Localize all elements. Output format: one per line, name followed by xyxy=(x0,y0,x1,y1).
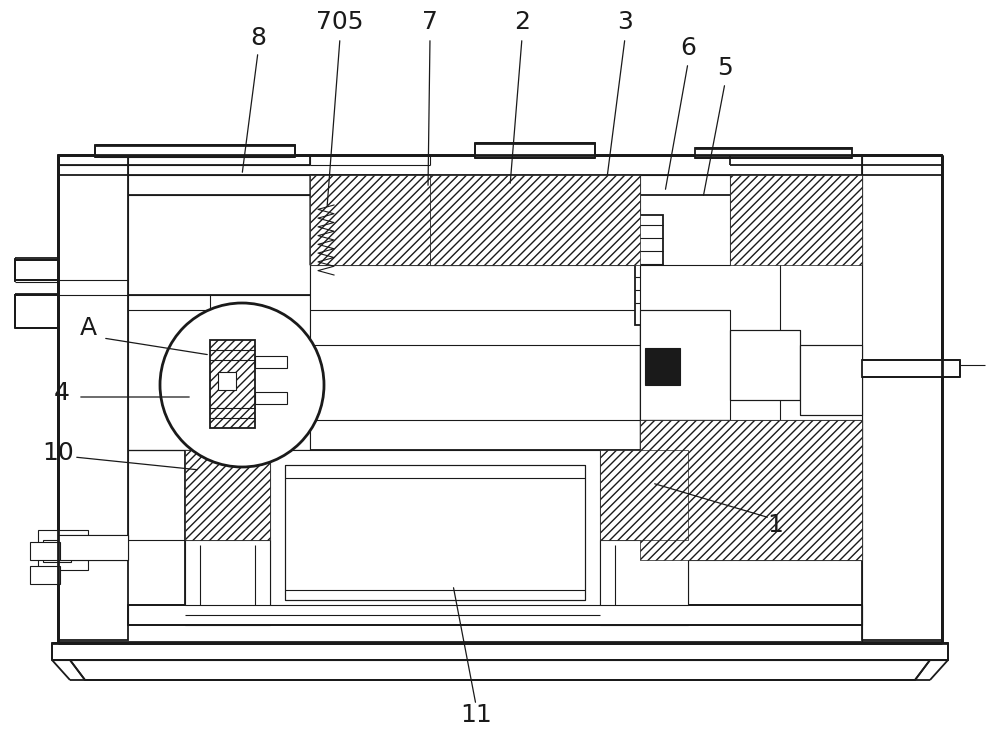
Text: 8: 8 xyxy=(250,26,266,50)
Polygon shape xyxy=(185,450,270,540)
Polygon shape xyxy=(310,175,430,265)
Bar xyxy=(185,450,270,625)
Polygon shape xyxy=(730,330,800,400)
Polygon shape xyxy=(808,488,848,545)
Polygon shape xyxy=(640,310,730,420)
Polygon shape xyxy=(310,345,390,420)
Polygon shape xyxy=(640,420,862,560)
Polygon shape xyxy=(310,175,640,450)
Polygon shape xyxy=(52,643,948,660)
Bar xyxy=(255,356,287,368)
Bar xyxy=(43,540,71,562)
Polygon shape xyxy=(800,345,862,415)
Polygon shape xyxy=(15,295,58,328)
Text: 1: 1 xyxy=(767,513,783,537)
Text: 4: 4 xyxy=(54,381,70,405)
Bar xyxy=(38,530,88,570)
Polygon shape xyxy=(862,155,942,640)
Polygon shape xyxy=(640,175,730,265)
Text: 11: 11 xyxy=(460,703,492,727)
Polygon shape xyxy=(70,660,930,680)
Polygon shape xyxy=(58,535,128,560)
Text: 10: 10 xyxy=(42,441,74,465)
Bar xyxy=(218,372,236,390)
Polygon shape xyxy=(310,175,640,265)
Bar xyxy=(635,215,663,325)
Polygon shape xyxy=(640,175,862,450)
Text: 3: 3 xyxy=(617,10,633,34)
Circle shape xyxy=(160,303,324,467)
Polygon shape xyxy=(185,540,270,605)
Polygon shape xyxy=(475,143,595,158)
Bar xyxy=(600,450,688,625)
Bar xyxy=(30,566,60,584)
Bar xyxy=(430,195,510,265)
Polygon shape xyxy=(95,145,295,157)
Polygon shape xyxy=(285,465,585,600)
Bar xyxy=(30,542,60,560)
Polygon shape xyxy=(600,540,688,605)
Polygon shape xyxy=(640,175,780,450)
Polygon shape xyxy=(695,148,852,158)
Bar xyxy=(795,475,857,553)
Polygon shape xyxy=(288,370,580,395)
Text: 6: 6 xyxy=(680,36,696,60)
Polygon shape xyxy=(128,605,862,625)
Polygon shape xyxy=(310,175,430,265)
Polygon shape xyxy=(430,175,640,265)
Bar xyxy=(255,392,287,404)
Polygon shape xyxy=(862,360,960,377)
Text: 7: 7 xyxy=(422,10,438,34)
Polygon shape xyxy=(58,155,128,640)
Polygon shape xyxy=(430,175,510,265)
Polygon shape xyxy=(15,260,58,280)
Bar xyxy=(58,535,128,560)
Polygon shape xyxy=(270,450,600,605)
Polygon shape xyxy=(730,175,862,265)
Text: 5: 5 xyxy=(717,56,733,80)
Bar xyxy=(210,340,255,428)
Text: 705: 705 xyxy=(316,10,364,34)
Text: 2: 2 xyxy=(514,10,530,34)
Polygon shape xyxy=(600,450,688,540)
Polygon shape xyxy=(500,345,580,420)
Polygon shape xyxy=(645,348,680,385)
Text: A: A xyxy=(79,316,97,340)
Polygon shape xyxy=(390,358,500,407)
Polygon shape xyxy=(128,295,310,450)
